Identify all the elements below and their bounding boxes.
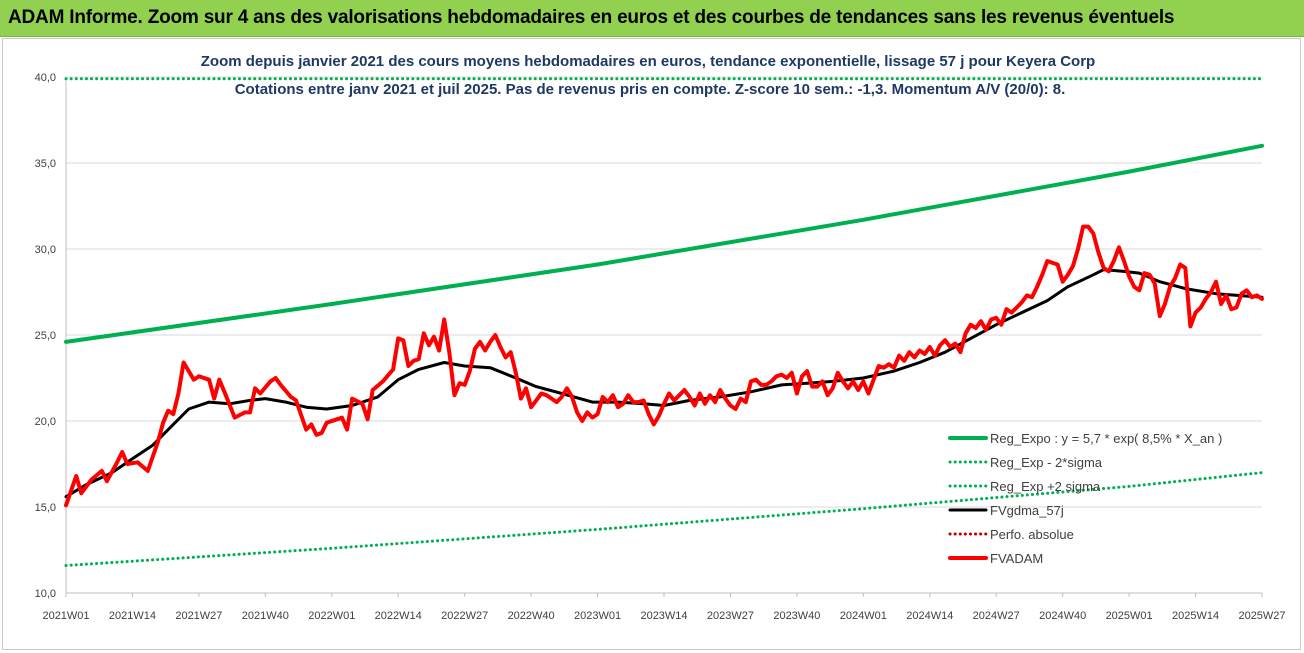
- legend-label-fvgdma-57j: FVgdma_57j: [990, 503, 1064, 518]
- title-banner: ADAM Informe. Zoom sur 4 ans des valoris…: [0, 0, 1304, 37]
- x-tick-label: 2025W14: [1172, 610, 1219, 622]
- x-tick-label: 2021W27: [175, 610, 222, 622]
- legend-label-fvadam: FVADAM: [990, 551, 1043, 566]
- x-tick-label: 2023W40: [773, 610, 820, 622]
- y-tick-label: 10,0: [35, 588, 56, 600]
- x-tick-label: 2023W14: [640, 610, 687, 622]
- x-tick-label: 2024W01: [840, 610, 887, 622]
- y-tick-label: 25,0: [35, 330, 56, 342]
- x-tick-label: 2022W40: [508, 610, 555, 622]
- x-tick-label: 2022W27: [441, 610, 488, 622]
- x-tick-label: 2025W01: [1106, 610, 1153, 622]
- x-tick-label: 2021W01: [42, 610, 89, 622]
- page-title: ADAM Informe. Zoom sur 4 ans des valoris…: [8, 7, 1175, 28]
- legend-label-reg-expo-y-5-7-exp-8-5-x-an: Reg_Expo : y = 5,7 * exp( 8,5% * X_an ): [990, 431, 1222, 446]
- x-tick-label: 2021W14: [109, 610, 156, 622]
- y-tick-label: 35,0: [35, 158, 56, 170]
- x-tick-label: 2025W27: [1238, 610, 1285, 622]
- chart-subtitle-line-1: Zoom depuis janvier 2021 des cours moyen…: [201, 53, 1095, 70]
- x-tick-label: 2022W14: [375, 610, 422, 622]
- series-line-fvadam: [64, 224, 1264, 508]
- x-tick-label: 2021W40: [242, 610, 289, 622]
- axes: 10,0 15,0 20,0 25,0 30,0 35,0 40,0 2021W01 2021W…: [35, 72, 1286, 622]
- x-tick-label: 2023W27: [707, 610, 754, 622]
- series-line-reg-expo-y-5-7-exp-8-5-x-an: [64, 143, 1264, 344]
- legend: Reg_Expo : y = 5,7 * exp( 8,5% * X_an ) R…: [948, 431, 1222, 566]
- legend-label-perfo-absolue: Perfo. absolue: [990, 527, 1074, 542]
- x-tick-label: 2024W27: [973, 610, 1020, 622]
- x-tick-label: 2023W01: [574, 610, 621, 622]
- legend-label-reg-exp-2-sigma: Reg_Exp +2 sigma: [990, 479, 1101, 494]
- chart-frame: [2, 38, 1301, 650]
- chart-subtitle-line-2: Cotations entre janv 2021 et juil 2025. …: [235, 81, 1066, 98]
- y-tick-label: 40,0: [35, 72, 56, 84]
- gridlines: [66, 76, 1262, 594]
- series-group: [64, 77, 1264, 567]
- x-tick-label: 2024W14: [906, 610, 953, 622]
- y-tick-label: 30,0: [35, 244, 56, 256]
- x-tick-label: 2022W01: [308, 610, 355, 622]
- y-tick-label: 15,0: [35, 502, 56, 514]
- y-tick-label: 20,0: [35, 416, 56, 428]
- legend-label-reg-exp-2-sigma: Reg_Exp - 2*sigma: [990, 455, 1103, 470]
- x-tick-label: 2024W40: [1039, 610, 1086, 622]
